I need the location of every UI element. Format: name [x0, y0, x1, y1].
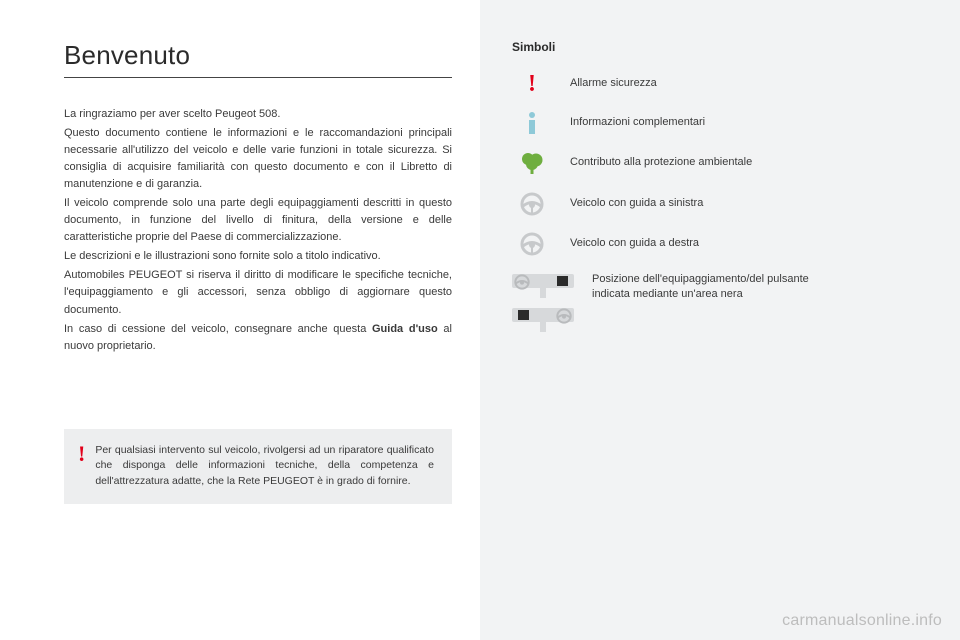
symbol-row-tree: Contributo alla protezione ambientale: [512, 150, 920, 176]
left-column: Benvenuto La ringraziamo per aver scelto…: [0, 0, 480, 640]
symbols-panel: Simboli ! Allarme sicurezza Informazioni…: [480, 0, 960, 640]
title-divider: [64, 77, 452, 78]
callout-text: Per qualsiasi intervento sul veicolo, ri…: [95, 443, 434, 490]
paragraph-6b: Guida d'uso: [372, 323, 438, 335]
symbol-row-right-drive: Veicolo con guida a destra: [512, 232, 920, 256]
symbol-label: Allarme sicurezza: [570, 76, 657, 91]
symbols-title: Simboli: [512, 40, 920, 54]
dash-left-drive: [512, 272, 574, 298]
symbol-row-alert: ! Allarme sicurezza: [512, 72, 920, 96]
paragraph-1: La ringraziamo per aver scelto Peugeot 5…: [64, 106, 452, 123]
paragraph-4: Le descrizioni e le illustrazioni sono f…: [64, 248, 452, 265]
paragraph-3: Il veicolo comprende solo una parte degl…: [64, 195, 452, 246]
steering-right-icon: [512, 232, 552, 256]
symbols-list: ! Allarme sicurezza Informazioni complem…: [512, 72, 920, 332]
paragraph-5: Automobiles PEUGEOT si riserva il diritt…: [64, 267, 452, 318]
symbol-label: Contributo alla protezione ambientale: [570, 155, 752, 170]
symbol-row-info: Informazioni complementari: [512, 112, 920, 134]
paragraph-6a: In caso di cessione del veicolo, consegn…: [64, 323, 372, 335]
symbol-row-position: Posizione dell'equipaggiamento/del pulsa…: [512, 272, 920, 332]
tree-icon: [512, 150, 552, 176]
service-callout: ! Per qualsiasi intervento sul veicolo, …: [64, 429, 452, 504]
steering-left-icon: [512, 192, 552, 216]
dash-stack: [512, 272, 574, 332]
paragraph-6: In caso di cessione del veicolo, consegn…: [64, 321, 452, 355]
info-icon: [512, 112, 552, 134]
intro-text: La ringraziamo per aver scelto Peugeot 5…: [64, 106, 452, 355]
dash-right-drive: [512, 306, 574, 332]
symbol-label: Veicolo con guida a sinistra: [570, 196, 703, 211]
symbol-row-left-drive: Veicolo con guida a sinistra: [512, 192, 920, 216]
position-line1: Posizione dell'equipaggiamento/del pulsa…: [592, 273, 809, 285]
paragraph-2: Questo documento contiene le informazion…: [64, 125, 452, 193]
alert-icon: !: [512, 72, 552, 96]
page-title: Benvenuto: [64, 40, 452, 71]
symbol-label-position: Posizione dell'equipaggiamento/del pulsa…: [592, 272, 809, 303]
symbol-label: Veicolo con guida a destra: [570, 236, 699, 251]
watermark: carmanualsonline.info: [782, 612, 942, 630]
position-line2: indicata mediante un'area nera: [592, 288, 743, 300]
alert-icon: !: [78, 443, 85, 490]
symbol-label: Informazioni complementari: [570, 115, 705, 130]
